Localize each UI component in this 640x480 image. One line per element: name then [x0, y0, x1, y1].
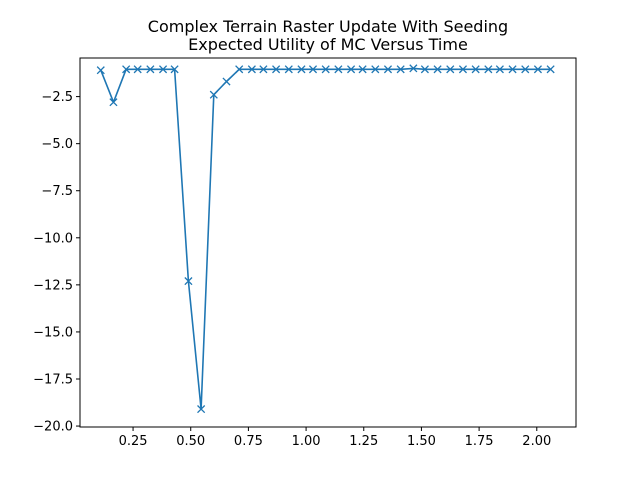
x-tick-label: 2.00: [522, 434, 551, 449]
data-point-marker: [471, 65, 480, 74]
data-point-marker: [358, 65, 367, 74]
y-tick-label: −12.5: [33, 278, 73, 293]
data-point-marker: [222, 77, 231, 86]
plot-area: 0.25 0.50 0.75 1.00 1.25 1.50 1.75 2.00 −2.5 −5.0…: [33, 57, 577, 449]
chart-title: Complex Terrain Raster Update With Seedi…: [148, 17, 508, 36]
y-tick-label: −10.0: [33, 231, 73, 246]
data-point-marker: [383, 65, 393, 74]
data-point-marker: [521, 65, 530, 74]
data-point-marker: [235, 65, 244, 74]
data-point-marker: [158, 65, 168, 74]
data-point-marker: [284, 65, 293, 74]
data-point-marker: [170, 65, 179, 74]
data-point-marker: [146, 65, 155, 74]
data-point-marker: [272, 65, 281, 74]
data-point-marker: [297, 65, 306, 74]
data-point-marker: [533, 65, 542, 74]
y-tick-label: −17.5: [33, 372, 73, 387]
data-point-marker: [495, 65, 504, 74]
data-point-marker: [109, 98, 118, 107]
x-tick-label: 1.00: [292, 434, 321, 449]
data-point-marker: [420, 65, 429, 74]
y-tick-label: −2.5: [41, 90, 73, 105]
x-tick-label: 1.50: [407, 434, 436, 449]
data-point-marker: [321, 65, 330, 74]
x-tick-label: 1.25: [349, 434, 378, 449]
x-tick-label: 0.50: [176, 434, 205, 449]
x-tick-label: 0.25: [119, 434, 148, 449]
x-tick-label: 0.75: [234, 434, 263, 449]
data-point-marker: [508, 65, 517, 74]
data-point-marker: [209, 90, 218, 99]
x-tick-label: 1.75: [465, 434, 494, 449]
data-point-marker: [334, 65, 343, 74]
data-point-marker: [446, 65, 455, 74]
data-point-marker: [546, 65, 555, 74]
data-point-marker: [133, 65, 142, 74]
data-point-marker: [184, 277, 193, 286]
y-tick-label: −5.0: [41, 137, 73, 152]
data-point-marker: [308, 65, 318, 74]
data-point-marker: [96, 66, 105, 75]
data-point-marker: [259, 65, 268, 74]
axes-frame: [79, 57, 577, 428]
data-point-marker: [371, 65, 380, 74]
chart-subtitle: Expected Utility of MC Versus Time: [188, 35, 468, 54]
data-point-marker: [409, 64, 418, 73]
y-tick-label: −15.0: [33, 325, 73, 340]
data-point-marker: [247, 65, 256, 74]
data-point-marker: [396, 65, 405, 74]
data-point-marker: [197, 405, 206, 414]
data-point-marker: [484, 65, 493, 74]
data-point-marker: [347, 65, 356, 74]
data-point-marker: [458, 65, 468, 74]
data-point-marker: [122, 65, 131, 74]
data-point-marker: [433, 65, 442, 74]
y-tick-label: −20.0: [33, 420, 73, 435]
y-tick-label: −7.5: [41, 184, 73, 199]
